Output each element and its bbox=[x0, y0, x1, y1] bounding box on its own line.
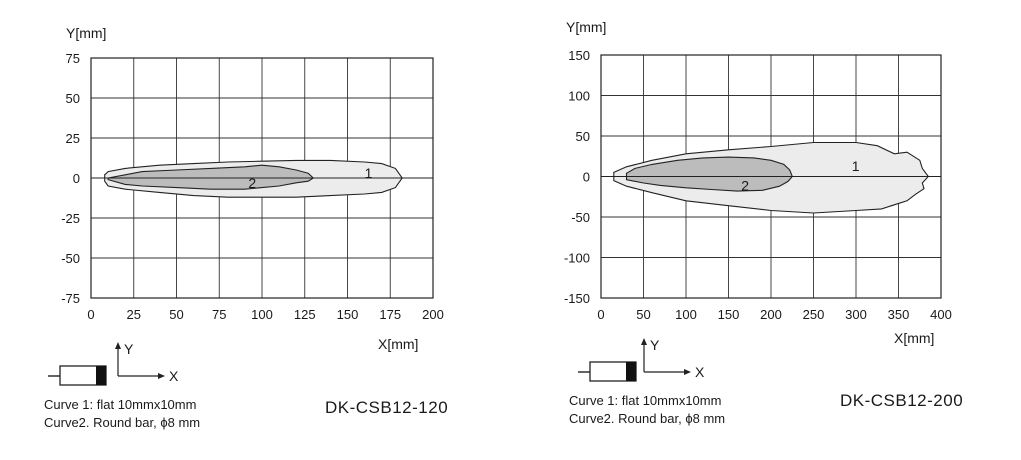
y-tick-label: -150 bbox=[564, 291, 590, 306]
x-tick-label: 200 bbox=[760, 307, 782, 322]
x-arrowhead-icon bbox=[684, 369, 691, 375]
x-tick-label: 400 bbox=[930, 307, 952, 322]
x-tick-label: 350 bbox=[888, 307, 910, 322]
x-tick-label: 0 bbox=[597, 307, 604, 322]
sensor-orientation-diagram: X Y bbox=[48, 341, 179, 386]
y-axis-label: Y[mm] bbox=[566, 19, 606, 35]
x-tick-label: 175 bbox=[379, 307, 401, 322]
model-name: DK-CSB12-120 bbox=[325, 398, 448, 417]
y-tick-label: -100 bbox=[564, 251, 590, 266]
y-tick-label: 100 bbox=[568, 89, 590, 104]
x-axis-label: X[mm] bbox=[894, 330, 934, 346]
x-tick-label: 150 bbox=[718, 307, 740, 322]
model-name: DK-CSB12-200 bbox=[840, 391, 963, 410]
x-tick-label: 50 bbox=[636, 307, 650, 322]
x-direction-label: X bbox=[695, 364, 705, 380]
curve1-description: Curve 1: flat 10mmx10mm bbox=[44, 397, 196, 412]
y-arrowhead-icon bbox=[641, 338, 647, 345]
x-tick-label: 0 bbox=[87, 307, 94, 322]
curve-2-label: 2 bbox=[741, 177, 749, 193]
curve1-description: Curve 1: flat 10mmx10mm bbox=[569, 393, 721, 408]
curve-1-label: 1 bbox=[852, 158, 860, 174]
y-tick-label: -50 bbox=[571, 210, 590, 225]
y-arrowhead-icon bbox=[115, 342, 121, 349]
x-tick-label: 50 bbox=[169, 307, 183, 322]
plot-area: 1 2 0 25 50 75 100 125 150 175 200 75 50 25 0 -25 -50 -75 bbox=[61, 51, 444, 322]
y-tick-label: -75 bbox=[61, 291, 80, 306]
sensor-head bbox=[96, 366, 106, 385]
x-tick-label: 100 bbox=[675, 307, 697, 322]
chart-dk-csb12-200: Y[mm] 1 2 0 50 100 150 200 250 300 350 400 150 100 50… bbox=[564, 19, 963, 426]
y-axis-label: Y[mm] bbox=[66, 25, 106, 41]
x-tick-label: 250 bbox=[803, 307, 825, 322]
y-tick-label: 75 bbox=[66, 51, 80, 66]
x-arrowhead-icon bbox=[158, 373, 165, 379]
y-direction-label: Y bbox=[650, 337, 660, 353]
sensor-orientation-diagram: X Y bbox=[578, 337, 705, 382]
x-tick-label: 200 bbox=[422, 307, 444, 322]
curve2-description: Curve2. Round bar, ϕ8 mm bbox=[569, 411, 725, 426]
x-axis-label: X[mm] bbox=[378, 336, 418, 352]
x-tick-label: 25 bbox=[127, 307, 141, 322]
x-direction-label: X bbox=[169, 368, 179, 384]
curve2-description: Curve2. Round bar, ϕ8 mm bbox=[44, 415, 200, 430]
y-tick-label: 50 bbox=[66, 91, 80, 106]
sensor-head bbox=[626, 362, 636, 381]
y-tick-label: 0 bbox=[583, 170, 590, 185]
plot-frame bbox=[90, 57, 434, 299]
y-tick-label: 150 bbox=[568, 48, 590, 63]
x-tick-label: 300 bbox=[845, 307, 867, 322]
y-tick-label: -50 bbox=[61, 251, 80, 266]
x-tick-label: 75 bbox=[212, 307, 226, 322]
y-tick-label: -25 bbox=[61, 211, 80, 226]
plot-area: 1 2 0 50 100 150 200 250 300 350 400 150 100 50 0 -50 -1… bbox=[564, 48, 952, 322]
x-tick-label: 125 bbox=[294, 307, 316, 322]
y-tick-label: 25 bbox=[66, 131, 80, 146]
y-tick-label: 50 bbox=[576, 129, 590, 144]
curve-2-area bbox=[107, 164, 315, 190]
y-direction-label: Y bbox=[124, 341, 134, 357]
x-tick-label: 150 bbox=[337, 307, 359, 322]
plot-frame bbox=[600, 54, 942, 299]
curve-2-label: 2 bbox=[248, 175, 256, 191]
chart-dk-csb12-120: Y[mm] 1 2 0 25 50 75 100 125 150 175 200 75 50 25 0 -25… bbox=[44, 25, 448, 430]
x-tick-label: 100 bbox=[251, 307, 273, 322]
curve-1-label: 1 bbox=[365, 165, 373, 181]
y-tick-label: 0 bbox=[73, 171, 80, 186]
